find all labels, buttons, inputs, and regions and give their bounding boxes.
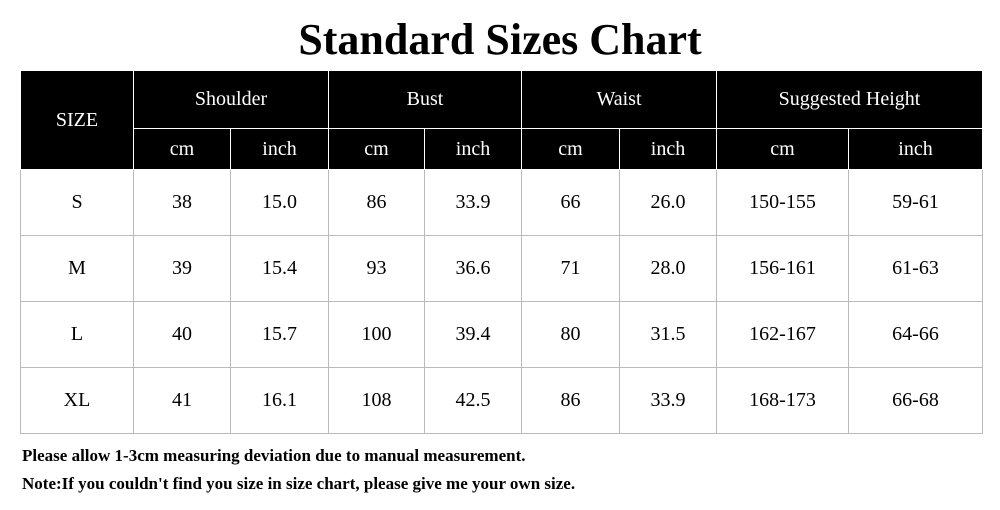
unit-header: cm — [133, 128, 231, 170]
value-cell: 61-63 — [848, 235, 983, 302]
value-cell: 15.0 — [230, 169, 329, 236]
value-cell: 64-66 — [848, 301, 983, 368]
value-cell: 39.4 — [424, 301, 522, 368]
unit-header: inch — [424, 128, 522, 170]
value-cell: 59-61 — [848, 169, 983, 236]
value-cell: 86 — [521, 367, 620, 434]
value-cell: 168-173 — [716, 367, 849, 434]
table-row: M 39 15.4 93 36.6 71 28.0 156-161 61-63 — [20, 235, 983, 302]
group-header: Waist — [521, 70, 717, 129]
size-cell: S — [20, 169, 134, 236]
value-cell: 40 — [133, 301, 231, 368]
value-cell: 66 — [521, 169, 620, 236]
value-cell: 15.4 — [230, 235, 329, 302]
value-cell: 38 — [133, 169, 231, 236]
value-cell: 86 — [328, 169, 425, 236]
table-row: L 40 15.7 100 39.4 80 31.5 162-167 64-66 — [20, 301, 983, 368]
size-header: SIZE — [20, 70, 134, 170]
unit-header: inch — [230, 128, 329, 170]
value-cell: 108 — [328, 367, 425, 434]
value-cell: 39 — [133, 235, 231, 302]
unit-header: inch — [619, 128, 717, 170]
note: Please allow 1-3cm measuring deviation d… — [22, 446, 526, 465]
group-header: Shoulder — [133, 70, 329, 129]
size-table: SIZE Shoulder Bust Waist Suggested Height cm i… — [20, 70, 983, 434]
value-cell: 31.5 — [619, 301, 717, 368]
unit-header: cm — [716, 128, 849, 170]
value-cell: 66-68 — [848, 367, 983, 434]
unit-header: cm — [521, 128, 620, 170]
value-cell: 36.6 — [424, 235, 522, 302]
value-cell: 16.1 — [230, 367, 329, 434]
group-header: Bust — [328, 70, 522, 129]
value-cell: 26.0 — [619, 169, 717, 236]
value-cell: 33.9 — [424, 169, 522, 236]
size-cell: M — [20, 235, 134, 302]
value-cell: 42.5 — [424, 367, 522, 434]
value-cell: 33.9 — [619, 367, 717, 434]
size-cell: L — [20, 301, 134, 368]
value-cell: 162-167 — [716, 301, 849, 368]
value-cell: 80 — [521, 301, 620, 368]
size-cell: XL — [20, 367, 134, 434]
value-cell: 156-161 — [716, 235, 849, 302]
title: Standard Sizes Chart — [298, 15, 702, 64]
unit-header: inch — [848, 128, 983, 170]
table-row: XL 41 16.1 108 42.5 86 33.9 168-173 66-68 — [20, 367, 983, 434]
table-row: S 38 15.0 86 33.9 66 26.0 150-155 59-61 — [20, 169, 983, 236]
value-cell: 28.0 — [619, 235, 717, 302]
unit-header: cm — [328, 128, 425, 170]
value-cell: 15.7 — [230, 301, 329, 368]
note: Note:If you couldn't find you size in si… — [22, 474, 576, 493]
value-cell: 150-155 — [716, 169, 849, 236]
notes: Please allow 1-3cm measuring deviation d… — [22, 442, 575, 498]
value-cell: 100 — [328, 301, 425, 368]
value-cell: 71 — [521, 235, 620, 302]
value-cell: 93 — [328, 235, 425, 302]
group-header: Suggested Height — [716, 70, 983, 129]
value-cell: 41 — [133, 367, 231, 434]
